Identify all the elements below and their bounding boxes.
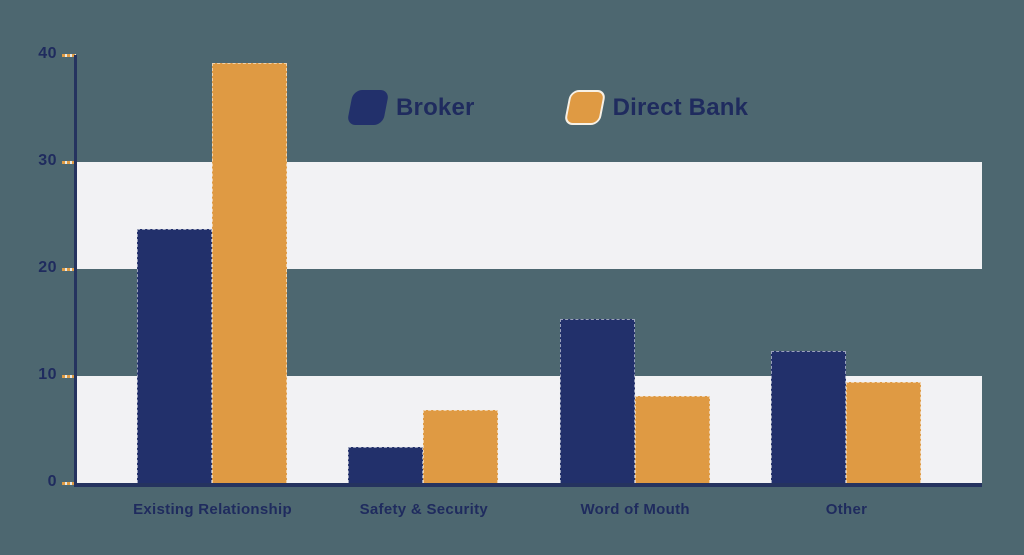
plot-area: Existing Relationship Safety & Security Wo… <box>74 55 982 518</box>
category-label-safety-security: Safety & Security <box>359 501 489 518</box>
category-label-existing-relationship: Existing Relationship <box>133 501 292 518</box>
bar-group-safety-security: Safety & Security <box>348 410 499 518</box>
y-axis-line <box>74 55 77 487</box>
legend-label-direct-bank: Direct Bank <box>612 93 749 121</box>
category-label-other: Other <box>825 501 868 518</box>
bar-group-word-of-mouth: Word of Mouth <box>559 319 711 518</box>
y-tick-label-30: 30 <box>38 152 57 169</box>
category-label-word-of-mouth: Word of Mouth <box>580 501 690 518</box>
y-tick-label-20: 20 <box>38 259 57 276</box>
x-axis-line <box>74 483 982 487</box>
bar-broker-other <box>770 351 846 483</box>
y-tick-label-10: 10 <box>38 366 57 383</box>
legend-item-broker: Broker <box>346 90 475 125</box>
bar-direct-bank-safety-security <box>423 410 499 483</box>
legend-label-broker: Broker <box>396 93 475 121</box>
y-tick-mark-10 <box>62 375 76 378</box>
y-tick-mark-30 <box>62 161 76 164</box>
bar-direct-bank-word-of-mouth <box>634 396 710 483</box>
y-tick-label-40: 40 <box>38 45 57 62</box>
bar-group-other: Other <box>770 351 922 518</box>
y-tick-label-0: 0 <box>47 473 57 490</box>
y-tick-mark-20 <box>62 268 76 271</box>
bar-direct-bank-existing-relationship <box>212 62 287 483</box>
y-tick-mark-0 <box>62 482 76 485</box>
legend-item-direct-bank: Direct Bank <box>563 90 749 125</box>
chart-legend: Broker Direct Bank <box>346 90 749 125</box>
bar-broker-existing-relationship <box>137 229 212 483</box>
bar-broker-word-of-mouth <box>559 319 635 483</box>
bar-broker-safety-security <box>348 446 424 483</box>
direct-bank-swatch-icon <box>563 90 606 125</box>
bar-direct-bank-other <box>845 382 921 483</box>
bar-group-existing-relationship: Existing Relationship <box>133 62 292 518</box>
y-tick-mark-40 <box>62 54 76 57</box>
broker-swatch-icon <box>346 90 390 125</box>
